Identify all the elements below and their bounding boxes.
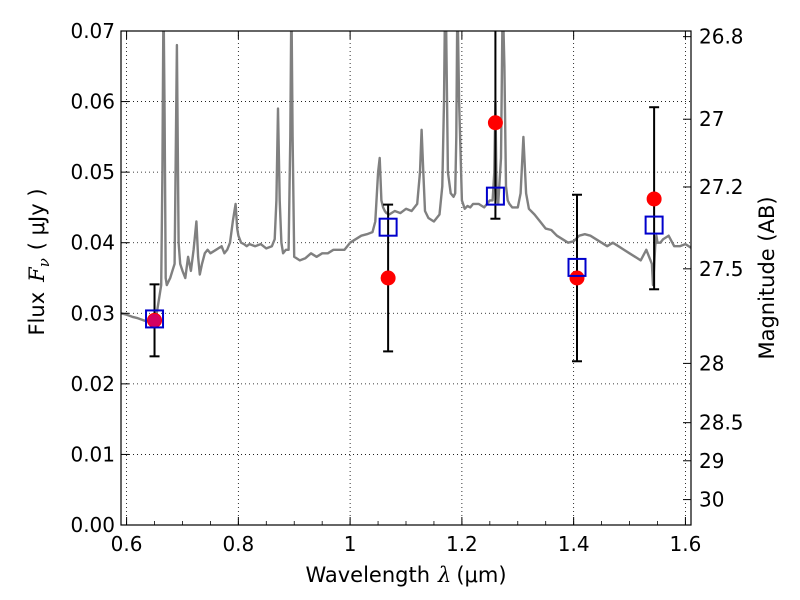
- axis-ticks: 0.6 0.8 1 1.2 1.4 1.6 0.00 0.01 0.02 0.03 0.04 0.05…: [70, 19, 743, 556]
- x-axis-symbol: λ: [437, 563, 451, 587]
- y2-tick-label: 27.5: [699, 257, 744, 281]
- y-axis-label: Flux Fν ( μJy ): [25, 188, 53, 335]
- model-spectrum-line: [121, 31, 691, 328]
- plot-data: [121, 31, 691, 363]
- x-tick-label: 1.4: [558, 532, 590, 556]
- x-tick-label: 0.8: [222, 532, 254, 556]
- y-tick-label: 0.02: [70, 372, 115, 396]
- y-axis-symbol: F: [25, 266, 49, 283]
- y-tick-label: 0.03: [70, 301, 115, 325]
- y-axis-subscript: ν: [35, 258, 53, 267]
- model-photometry-square: [378, 217, 398, 237]
- model-photometry-square: [644, 215, 664, 235]
- observed-point: [569, 270, 585, 286]
- observed-point: [487, 115, 503, 131]
- observed-point: [380, 270, 396, 286]
- y-tick-label: 0.06: [70, 90, 115, 114]
- x-tick-label: 0.6: [111, 532, 143, 556]
- x-tick-label: 1: [344, 532, 357, 556]
- x-axis-label-text: Wavelength: [305, 563, 430, 587]
- y-axis-unit: ( μJy ): [25, 188, 49, 250]
- y2-tick-label: 28: [699, 351, 724, 375]
- model-photometry-square: [145, 309, 165, 329]
- y2-axis-label: Magnitude (AB): [755, 196, 779, 359]
- y-tick-label: 0.07: [70, 19, 115, 43]
- y2-tick-label: 28.5: [699, 411, 744, 435]
- y2-tick-label: 29: [699, 449, 724, 473]
- model-photometry-square: [485, 186, 505, 206]
- y-tick-label: 0.01: [70, 442, 115, 466]
- y-tick-label: 0.00: [70, 513, 115, 537]
- y2-tick-label: 30: [699, 488, 724, 512]
- y-tick-label: 0.04: [70, 231, 115, 255]
- overlap-point: [148, 313, 162, 327]
- x-axis-label: Wavelength λ (μm): [305, 563, 506, 587]
- y-axis-label-text: Flux: [25, 292, 49, 336]
- x-tick-label: 1.2: [446, 532, 478, 556]
- x-tick-label: 1.6: [670, 532, 702, 556]
- y2-tick-label: 26.8: [699, 25, 744, 49]
- x-axis-unit: (μm): [456, 563, 506, 587]
- y2-tick-label: 27.2: [699, 175, 744, 199]
- model-photometry-square: [567, 257, 587, 277]
- y2-tick-label: 27: [699, 107, 724, 131]
- y-tick-label: 0.05: [70, 160, 115, 184]
- observed-point: [646, 191, 662, 207]
